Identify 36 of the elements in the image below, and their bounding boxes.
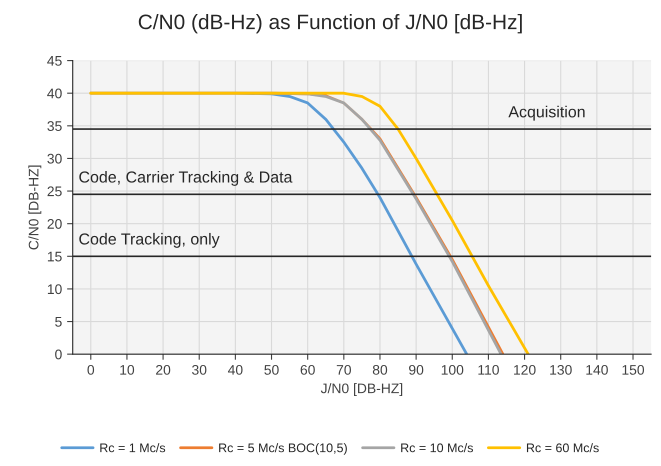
legend-label: Rc = 1 Mc/s (100, 443, 166, 452)
x-tick-label: 30 (192, 364, 206, 375)
y-tick-label: 20 (48, 219, 62, 229)
x-axis-title: J/N0 [DB-HZ] (320, 383, 402, 396)
y-tick-label: 15 (48, 252, 62, 262)
x-tick-label: 90 (409, 364, 424, 375)
legend-label: Rc = 5 Mc/s BOC(10,5) (219, 443, 347, 455)
x-tick-label: 110 (478, 364, 499, 375)
x-tick-label: 10 (120, 364, 134, 375)
y-tick-label: 0 (55, 349, 62, 360)
legend-label: Rc = 10 Mc/s (401, 443, 473, 452)
x-tick-label: 40 (228, 364, 243, 375)
chart-title: C/N0 (dB-Hz) as Function of J/N0 [dB-Hz] (138, 14, 522, 34)
x-tick-label: 120 (514, 364, 536, 375)
x-tick-label: 70 (336, 364, 352, 375)
x-tick-label: 100 (442, 364, 464, 375)
y-tick-label: 25 (48, 186, 62, 196)
x-tick-label: 60 (300, 364, 315, 375)
y-tick-label: 35 (47, 121, 62, 131)
ref-line-label: Code, Carrier Tracking & Data (79, 170, 292, 186)
y-tick-label: 40 (47, 88, 62, 98)
x-tick-label: 50 (264, 364, 279, 375)
y-tick-label: 45 (47, 56, 62, 66)
x-tick-label: 20 (156, 364, 170, 375)
x-tick-label: 80 (372, 364, 388, 375)
x-tick-label: 130 (550, 364, 572, 375)
y-tick-label: 10 (48, 284, 62, 294)
x-tick-label: 0 (87, 364, 94, 375)
y-axis-title: C/N0 [DB-HZ] (28, 166, 42, 250)
legend-label: Rc = 60 Mc/s (526, 443, 599, 452)
y-tick-label: 30 (47, 154, 62, 164)
x-tick-label: 140 (586, 364, 608, 375)
y-tick-label: 5 (55, 317, 62, 327)
ref-line-label: Code Tracking, only (79, 232, 220, 248)
x-tick-label: 150 (622, 364, 644, 375)
ref-line-label: Acquisition (508, 106, 585, 121)
